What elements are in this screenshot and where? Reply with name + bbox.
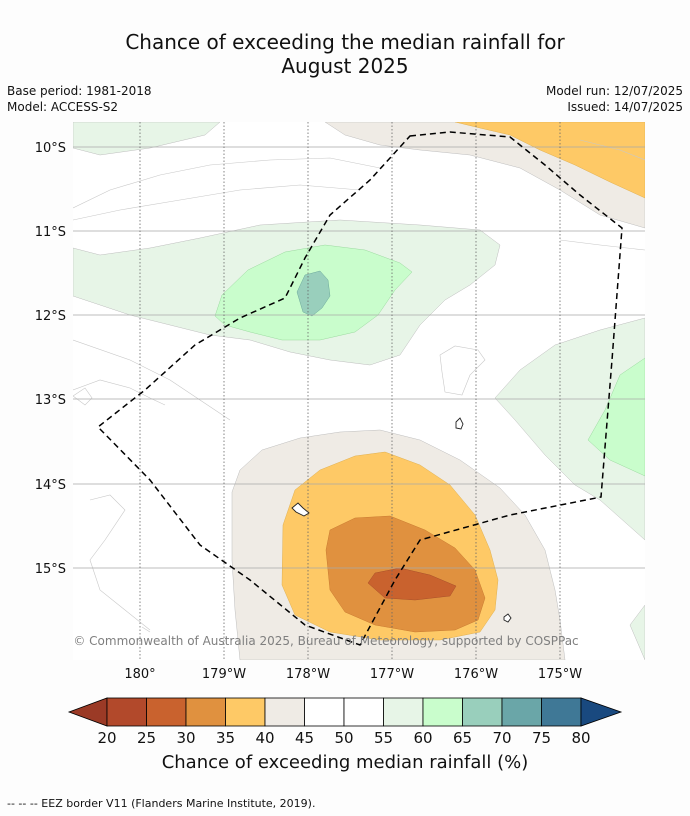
colorbar-extend-high	[580, 697, 623, 727]
colorbar-label: Chance of exceeding median rainfall (%)	[161, 752, 529, 773]
colorbar-segment	[343, 697, 384, 727]
model-name: Model: ACCESS-S2	[7, 100, 119, 114]
lat-label: 14°S	[35, 478, 66, 493]
islands	[291, 417, 512, 623]
lon-label: 179°W	[202, 667, 246, 682]
lat-label: 11°S	[35, 225, 66, 240]
colorbar-tick-label: 65	[453, 729, 472, 747]
contour-line	[141, 626, 151, 633]
model-run: Model run: 12/07/2025	[545, 84, 683, 98]
title-line-2: August 2025	[281, 54, 409, 78]
colorbar-tick-label: 25	[137, 729, 156, 747]
island	[503, 613, 512, 623]
colorbar-segment	[422, 697, 463, 727]
contour-line	[73, 387, 93, 406]
contour-line	[73, 157, 381, 209]
colorbar-tick-label: 75	[532, 729, 551, 747]
colorbar-segment	[225, 697, 266, 727]
chart-title: Chance of exceeding the median rainfall …	[0, 30, 690, 78]
colorbar-segment	[383, 697, 424, 727]
lon-label: 175°W	[538, 667, 582, 682]
colorbar-segment	[185, 697, 226, 727]
base-period: Base period: 1981-2018	[7, 84, 152, 98]
lon-label: 177°W	[370, 667, 414, 682]
eez-footnote: -- -- -- EEZ border V11 (Flanders Marine…	[7, 797, 316, 810]
colorbar-extend-low	[67, 697, 108, 727]
colorbar-segment	[501, 697, 542, 727]
colorbar: 20 25 30 35 40 45 50 55 60 65 70 75 80	[67, 697, 623, 747]
colorbar-tick-label: 20	[97, 729, 116, 747]
copyright-text: © Commonwealth of Australia 2025, Bureau…	[73, 634, 578, 648]
colorbar-tick-label: 50	[334, 729, 353, 747]
colorbar-tick-label: 35	[216, 729, 235, 747]
lat-label: 12°S	[35, 309, 66, 324]
contour-line	[73, 184, 361, 221]
colorbar-segment	[146, 697, 187, 727]
lon-label: 178°W	[286, 667, 330, 682]
latitude-labels: 10°S 11°S 12°S 13°S 14°S 15°S	[35, 141, 66, 577]
contour-line	[73, 379, 166, 406]
region-green-pale-east	[494, 317, 645, 541]
latitude-gridlines	[73, 146, 645, 569]
colorbar-tick-label: 30	[176, 729, 195, 747]
colorbar-segment	[304, 697, 345, 727]
colorbar-segment	[462, 697, 503, 727]
colorbar-segment	[264, 697, 305, 727]
colorbar-tick-label: 60	[413, 729, 432, 747]
lat-label: 15°S	[35, 562, 66, 577]
title-line-1: Chance of exceeding the median rainfall …	[125, 30, 565, 54]
colorbar-tick-label: 70	[492, 729, 511, 747]
longitude-gridlines	[139, 122, 561, 660]
lat-label: 13°S	[35, 393, 66, 408]
colorbar-segment	[541, 697, 582, 727]
region-green-pale-southeast	[629, 604, 645, 660]
eez-border	[96, 131, 623, 646]
colorbar-tick-label: 80	[571, 729, 590, 747]
longitude-labels: 180° 179°W 178°W 177°W 176°W 175°W	[124, 667, 582, 682]
colorbar-segment	[106, 697, 147, 727]
region-green-light-east	[587, 357, 645, 477]
meta-right: Model run: 12/07/2025 Issued: 14/07/2025	[546, 83, 683, 115]
contour-line	[89, 494, 151, 631]
colorbar-tick-label: 40	[255, 729, 274, 747]
colorbar-tick-label: 45	[295, 729, 314, 747]
region-orange-dark	[367, 567, 457, 601]
meta-left: Base period: 1981-2018 Model: ACCESS-S2	[7, 83, 152, 115]
lon-label: 180°	[124, 667, 155, 682]
lat-label: 10°S	[35, 141, 66, 156]
map-area: © Commonwealth of Australia 2025, Bureau…	[73, 122, 645, 660]
contour-line	[579, 139, 645, 161]
issued-date: Issued: 14/07/2025	[567, 100, 683, 114]
region-orange-light-northeast	[454, 122, 645, 199]
island	[455, 417, 464, 430]
lon-label: 176°W	[454, 667, 498, 682]
region-teal	[296, 270, 331, 317]
contour-line	[439, 345, 486, 396]
island	[291, 502, 310, 517]
contour-lines	[73, 139, 645, 633]
contour-line	[559, 239, 645, 251]
colorbar-tick-label: 55	[374, 729, 393, 747]
contour-line	[73, 339, 231, 421]
